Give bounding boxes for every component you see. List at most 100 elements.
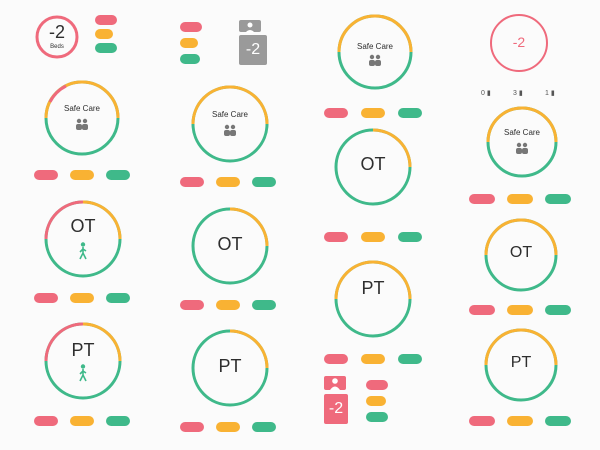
safe-care-4-pill-red[interactable]	[469, 194, 495, 204]
beds-pill-green[interactable]	[95, 43, 117, 53]
ot-ring-2-arc	[44, 200, 122, 278]
grey-pill-green[interactable]	[180, 54, 200, 64]
people-icon	[224, 124, 236, 136]
safe-care-ring-3[interactable]: Safe Care	[190, 84, 270, 164]
ot-4-pill-green[interactable]	[545, 305, 571, 315]
ot-1-pill-red[interactable]	[324, 232, 348, 242]
people-icon	[76, 118, 88, 130]
grey-person-icon	[239, 20, 261, 33]
walking-person-icon	[79, 364, 87, 382]
ot-ring-4-label: OT	[509, 244, 533, 261]
red-badge-pill-green[interactable]	[366, 412, 388, 422]
safe-care-1-pill-orange[interactable]	[361, 108, 385, 118]
pt-4-pill-red[interactable]	[469, 416, 495, 426]
ot-ring-3-arc	[191, 207, 269, 285]
pt-ring-1[interactable]: PT	[334, 260, 412, 338]
safe-care-ring-4[interactable]: Safe Care	[486, 106, 558, 178]
pt-ring-2-arc	[44, 322, 122, 400]
ot-ring-1-arc	[334, 128, 412, 206]
beds-count: -2	[48, 22, 65, 42]
beds-pill-orange[interactable]	[95, 29, 113, 39]
safe-care-ring-3-label: Safe Care	[211, 110, 249, 119]
stat-b: 3 ▮	[513, 90, 523, 97]
people-icon	[516, 142, 528, 154]
red-count-badge: -2	[324, 394, 348, 424]
pt-ring-1-arc	[334, 260, 412, 338]
red-badge-pill-red[interactable]	[366, 380, 388, 390]
safe-care-ring-2-label: Safe Care	[63, 104, 101, 113]
pt-4-pill-orange[interactable]	[507, 416, 533, 426]
pt-ring-4[interactable]: PT	[484, 328, 558, 402]
beds-pill-red[interactable]	[95, 15, 117, 25]
ot-4-pill-orange[interactable]	[507, 305, 533, 315]
safe-care-1-pill-green[interactable]	[398, 108, 422, 118]
red-count-badge-value: -2	[328, 400, 344, 417]
stat-c: 1 ▮	[545, 90, 555, 97]
ot-4-pill-red[interactable]	[469, 305, 495, 315]
ot-ring-4[interactable]: OT	[484, 218, 558, 292]
beds-ring	[35, 15, 79, 59]
ot-3-pill-orange[interactable]	[216, 300, 240, 310]
ot-2-pill-red[interactable]	[34, 293, 58, 303]
grey-pill-red[interactable]	[180, 22, 202, 32]
ot-3-pill-red[interactable]	[180, 300, 204, 310]
ot-ring-4-arc	[484, 218, 558, 292]
grey-count-badge: -2	[239, 35, 267, 65]
safe-care-1-pill-red[interactable]	[324, 108, 348, 118]
pt-ring-3-arc	[191, 329, 269, 407]
ot-1-pill-green[interactable]	[398, 232, 422, 242]
grey-pill-orange[interactable]	[180, 38, 198, 48]
ot-ring-1-label: OT	[360, 154, 386, 174]
safe-care-ring-1-arc	[337, 14, 413, 90]
grey-count-value: -2	[245, 41, 261, 58]
walking-person-icon	[79, 242, 87, 260]
red-badge-pill-orange[interactable]	[366, 396, 386, 406]
red-person-icon	[324, 376, 346, 390]
safe-care-3-pill-orange[interactable]	[216, 177, 240, 187]
pt-1-pill-orange[interactable]	[361, 354, 385, 364]
pt-ring-2[interactable]: PT	[44, 322, 122, 400]
safe-care-ring-1[interactable]: Safe Care	[337, 14, 413, 90]
safe-care-2-pill-orange[interactable]	[70, 170, 94, 180]
safe-care-3-pill-red[interactable]	[180, 177, 204, 187]
people-icon	[369, 54, 381, 66]
ot-3-pill-green[interactable]	[252, 300, 276, 310]
pt-ring-2-label: PT	[71, 340, 95, 360]
pt-ring-4-arc	[484, 328, 558, 402]
beds-badge[interactable]: -2 Beds	[34, 14, 80, 60]
red-count-ring[interactable]: -2	[488, 12, 550, 74]
pt-1-pill-green[interactable]	[398, 354, 422, 364]
safe-care-ring-2[interactable]: Safe Care	[44, 80, 120, 156]
pt-4-pill-green[interactable]	[545, 416, 571, 426]
safe-care-3-pill-green[interactable]	[252, 177, 276, 187]
pt-1-pill-red[interactable]	[324, 354, 348, 364]
red-count-ring-arc	[490, 14, 548, 72]
safe-care-ring-3-arc	[191, 85, 269, 163]
pt-2-pill-red[interactable]	[34, 416, 58, 426]
ot-ring-3-label: OT	[217, 234, 243, 254]
beds-label: Beds	[50, 44, 64, 50]
safe-care-2-pill-green[interactable]	[106, 170, 130, 180]
ot-ring-2-label: OT	[70, 216, 96, 236]
ot-ring-1[interactable]: OT	[334, 128, 412, 206]
pt-ring-1-label: PT	[361, 278, 385, 298]
safe-care-2-pill-red[interactable]	[34, 170, 58, 180]
ot-ring-2[interactable]: OT	[44, 200, 122, 278]
pt-ring-3-label: PT	[218, 356, 242, 376]
pt-3-pill-red[interactable]	[180, 422, 204, 432]
stat-a: 0 ▮	[481, 90, 491, 97]
ot-2-pill-green[interactable]	[106, 293, 130, 303]
pt-3-pill-orange[interactable]	[216, 422, 240, 432]
pt-ring-3[interactable]: PT	[190, 328, 270, 408]
ot-2-pill-orange[interactable]	[70, 293, 94, 303]
safe-care-4-pill-green[interactable]	[545, 194, 571, 204]
ot-ring-3[interactable]: OT	[190, 206, 270, 286]
pt-2-pill-orange[interactable]	[70, 416, 94, 426]
pt-3-pill-green[interactable]	[252, 422, 276, 432]
ot-1-pill-orange[interactable]	[361, 232, 385, 242]
safe-care-ring-2-arc	[44, 80, 120, 156]
safe-care-4-pill-orange[interactable]	[507, 194, 533, 204]
pt-2-pill-green[interactable]	[106, 416, 130, 426]
red-count-value: -2	[512, 34, 526, 50]
safe-care-ring-4-label: Safe Care	[503, 128, 541, 137]
